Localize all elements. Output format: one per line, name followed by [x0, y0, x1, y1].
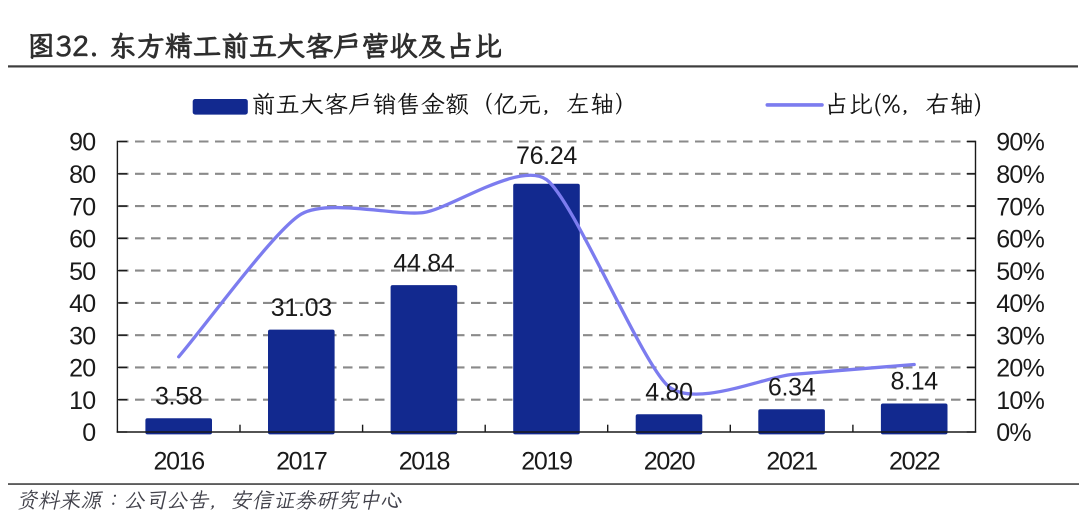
svg-text:70%: 70%	[996, 193, 1044, 221]
svg-text:40%: 40%	[996, 290, 1044, 318]
svg-text:2016: 2016	[153, 448, 204, 476]
svg-text:50%: 50%	[996, 258, 1044, 286]
svg-text:0: 0	[82, 419, 95, 447]
svg-text:4.80: 4.80	[645, 379, 692, 407]
svg-text:70: 70	[69, 193, 95, 221]
svg-text:20%: 20%	[996, 355, 1044, 383]
svg-text:2019: 2019	[521, 448, 572, 476]
svg-text:2022: 2022	[889, 448, 940, 476]
svg-text:6.34: 6.34	[768, 374, 816, 402]
svg-text:8.14: 8.14	[890, 368, 938, 396]
svg-text:44.84: 44.84	[393, 249, 454, 277]
svg-text:2017: 2017	[276, 448, 327, 476]
svg-text:80: 80	[69, 161, 95, 189]
svg-text:50: 50	[69, 258, 95, 286]
svg-text:76.24: 76.24	[516, 142, 577, 170]
svg-text:40: 40	[69, 290, 95, 318]
svg-text:90%: 90%	[996, 129, 1044, 157]
svg-text:10: 10	[69, 387, 95, 415]
svg-text:31.03: 31.03	[271, 294, 332, 322]
svg-text:60: 60	[69, 226, 95, 254]
svg-text:80%: 80%	[996, 161, 1044, 189]
svg-text:3.58: 3.58	[155, 382, 202, 410]
svg-text:20: 20	[69, 355, 95, 383]
svg-text:10%: 10%	[996, 387, 1044, 415]
svg-text:2018: 2018	[399, 448, 450, 476]
svg-text:90: 90	[69, 129, 95, 157]
svg-text:60%: 60%	[996, 226, 1044, 254]
svg-text:30: 30	[69, 322, 95, 350]
svg-text:2021: 2021	[766, 448, 817, 476]
svg-text:30%: 30%	[996, 322, 1044, 350]
svg-text:0%: 0%	[996, 419, 1031, 447]
svg-text:2020: 2020	[644, 448, 695, 476]
